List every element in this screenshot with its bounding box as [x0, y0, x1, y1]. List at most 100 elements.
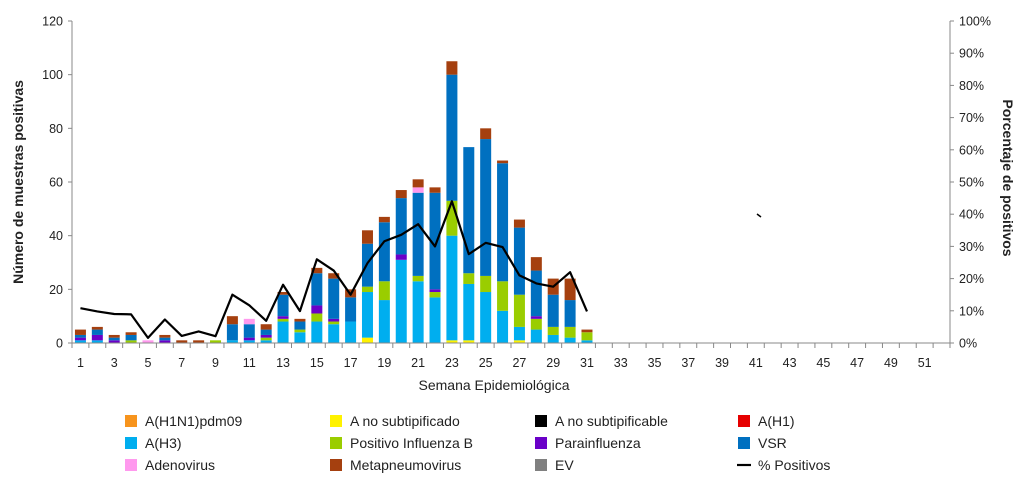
legend-swatch [535, 415, 547, 427]
bar-w9-s5 [210, 340, 222, 343]
x-tick-label: 51 [918, 356, 932, 370]
bar-w6-s9 [159, 334, 171, 338]
y2-tick-label: 50% [959, 176, 984, 190]
y-tick-label: 100 [42, 68, 63, 82]
bar-w24-s5 [463, 273, 475, 284]
bar-w29-s4 [547, 334, 559, 343]
bar-w22-s7 [429, 192, 441, 290]
bar-w20-s7 [395, 198, 407, 255]
bar-w31-s9 [581, 329, 593, 333]
bar-w17-s7 [345, 297, 357, 322]
bar-w28-s6 [530, 316, 542, 319]
bar-w31-s5 [581, 332, 593, 341]
bar-w22-s5 [429, 292, 441, 298]
bar-w16-s6 [328, 318, 340, 322]
legend-swatch [738, 437, 750, 449]
bar-w23-s4 [446, 235, 458, 341]
bar-w27-s4 [513, 326, 525, 341]
bar-w18-s4 [361, 292, 373, 338]
bar-w1-s9 [74, 329, 86, 335]
x-tick-label: 5 [145, 356, 152, 370]
x-tick-label: 43 [783, 356, 797, 370]
y-tick-label: 120 [42, 15, 63, 29]
legend-label: A(H1) [758, 413, 795, 429]
x-tick-label: 11 [243, 356, 256, 370]
x-tick-label: 47 [850, 356, 864, 370]
bar-w26-s9 [497, 160, 509, 164]
x-tick-label: 37 [681, 356, 695, 370]
bar-w21-s4 [412, 281, 424, 343]
bar-w22-s6 [429, 289, 441, 293]
y-tick-label: 40 [49, 229, 63, 243]
bar-w15-s4 [311, 321, 323, 343]
bar-w19-s5 [378, 281, 390, 301]
bar-w4-s7 [125, 334, 137, 341]
x-axis-title: Semana Epidemiológica [419, 377, 570, 393]
y2-tick-label: 40% [959, 208, 984, 222]
bar-w26-s4 [497, 310, 509, 343]
bar-w25-s4 [480, 292, 492, 343]
x-tick-label: 17 [344, 356, 358, 370]
bar-w13-s4 [277, 321, 289, 343]
bar-w20-s4 [395, 259, 407, 343]
y-tick-label: 60 [49, 176, 63, 190]
legend-label: Adenovirus [145, 457, 215, 473]
bar-w19-s7 [378, 222, 390, 282]
x-tick-label: 39 [715, 356, 729, 370]
bar-w20-s9 [395, 190, 407, 199]
bar-w30-s9 [564, 278, 576, 301]
bar-w24-s7 [463, 147, 475, 274]
x-tick-label: 45 [816, 356, 830, 370]
x-tick-label: 31 [580, 356, 594, 370]
y2-tick-label: 0% [959, 337, 977, 351]
bar-w2-s6 [91, 334, 103, 341]
legend-label: Positivo Influenza B [350, 435, 473, 451]
legend-label: VSR [758, 435, 787, 451]
bar-w7-s9 [176, 340, 188, 343]
bar-w12-s9 [260, 324, 272, 330]
bar-w30-s5 [564, 326, 576, 338]
legend-swatch [125, 437, 137, 449]
bar-w10-s9 [226, 316, 238, 325]
bar-w18-s5 [361, 286, 373, 293]
bar-w16-s9 [328, 273, 340, 279]
bar-w11-s8 [243, 318, 255, 325]
y2-tick-label: 30% [959, 240, 984, 254]
x-tick-label: 21 [411, 356, 425, 370]
bar-w10-s4 [226, 340, 238, 343]
bar-w24-s4 [463, 283, 475, 341]
stray-line-mark [756, 213, 762, 218]
bar-w30-s7 [564, 300, 576, 327]
bar-w26-s5 [497, 281, 509, 311]
x-tick-label: 9 [212, 356, 219, 370]
y2-tick-label: 20% [959, 272, 984, 286]
bar-w23-s9 [446, 61, 458, 75]
bar-w14-s9 [294, 318, 306, 322]
bar-w21-s9 [412, 179, 424, 188]
bar-w25-s7 [480, 139, 492, 276]
x-tick-label: 7 [178, 356, 185, 370]
x-tick-label: 3 [111, 356, 118, 370]
bar-w2-s4 [91, 340, 103, 343]
legend-swatch [125, 415, 137, 427]
bar-w26-s7 [497, 163, 509, 282]
bar-w14-s7 [294, 321, 306, 330]
bar-w28-s7 [530, 270, 542, 317]
bar-w11-s7 [243, 324, 255, 338]
bar-w18-s9 [361, 230, 373, 244]
bar-w27-s5 [513, 294, 525, 327]
bar-w8-s9 [193, 340, 205, 343]
bar-w15-s6 [311, 305, 323, 314]
bar-w23-s5 [446, 200, 458, 236]
y2-tick-label: 10% [959, 304, 984, 318]
legend-swatch [125, 459, 137, 471]
bar-w13-s6 [277, 316, 289, 319]
legend-swatch [330, 437, 342, 449]
bar-w12-s6 [260, 334, 272, 338]
legend-label: A(H1N1)pdm09 [145, 413, 242, 429]
y2-tick-label: 90% [959, 47, 984, 61]
x-tick-label: 33 [614, 356, 628, 370]
bar-stacks [74, 61, 593, 343]
bar-w3-s9 [108, 334, 120, 338]
